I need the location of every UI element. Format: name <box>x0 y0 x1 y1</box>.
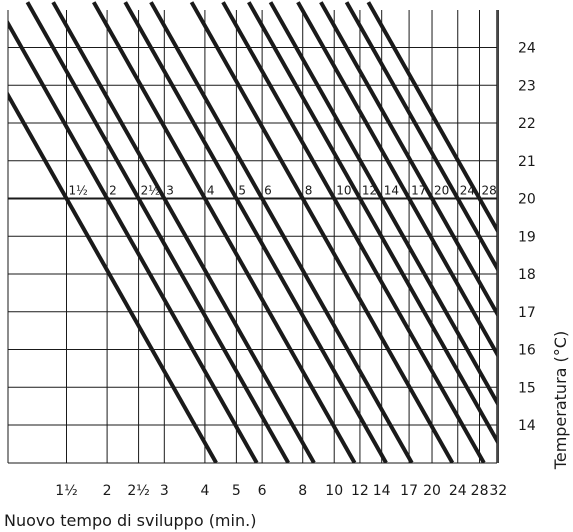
series-line <box>344 1 497 272</box>
x-tick-label: 10 <box>325 483 343 499</box>
series-line <box>319 1 497 318</box>
series-line <box>8 91 218 463</box>
series-line <box>123 1 388 463</box>
x-tick-label: 12 <box>351 483 369 499</box>
y-tick-labels: 14 15 16 17 18 19 20 21 22 23 24 <box>518 41 536 435</box>
series-label: 8 <box>305 184 313 198</box>
y-tick-label: 19 <box>518 229 536 245</box>
series-line <box>221 1 486 463</box>
series-label: 12 <box>362 184 377 198</box>
series-label: 28 <box>482 184 497 198</box>
series-label: 3 <box>166 184 174 198</box>
y-tick-label: 24 <box>518 41 536 57</box>
series-line <box>268 1 497 407</box>
series-label: 10 <box>336 184 351 198</box>
series-label: 2½ <box>141 184 160 198</box>
x-tick-labels: 1½ 2 2½ 3 4 5 6 8 10 12 14 17 20 24 28 32 <box>55 483 507 499</box>
series-label: 17 <box>411 184 426 198</box>
y-axis-title: Temperatura (°C) <box>551 331 570 470</box>
series-line <box>189 1 455 463</box>
series-label: 14 <box>384 184 399 198</box>
x-tick-label: 24 <box>449 483 467 499</box>
series-label: 4 <box>207 184 215 198</box>
x-tick-label: 5 <box>232 483 241 499</box>
x-tick-label: 32 <box>489 483 507 499</box>
series-labels: 1½ 2 2½ 3 4 5 6 8 10 12 14 17 20 24 28 <box>69 184 497 198</box>
series-label: 24 <box>460 184 475 198</box>
series-label: 20 <box>434 184 449 198</box>
series-line <box>51 1 316 463</box>
y-tick-label: 21 <box>518 154 536 170</box>
x-axis-title: Nuovo tempo di sviluppo (min.) <box>4 511 256 530</box>
x-tick-label: 28 <box>471 483 489 499</box>
y-tick-label: 20 <box>518 192 536 208</box>
x-tick-label: 14 <box>373 483 391 499</box>
x-tick-label: 6 <box>258 483 267 499</box>
series-line <box>8 19 259 463</box>
grid <box>7 10 499 464</box>
series-line <box>25 1 290 463</box>
y-tick-label: 22 <box>518 116 536 132</box>
y-tick-label: 15 <box>518 380 536 396</box>
x-tick-label: 3 <box>160 483 169 499</box>
series-lines <box>8 1 497 463</box>
series-line <box>247 1 497 445</box>
x-tick-label: 2 <box>103 483 112 499</box>
series-label: 5 <box>238 184 246 198</box>
x-tick-label: 2½ <box>127 483 149 499</box>
series-line <box>92 1 357 463</box>
series-label: 6 <box>264 184 272 198</box>
series-label: 2 <box>109 184 117 198</box>
y-tick-label: 18 <box>518 267 536 283</box>
x-tick-label: 8 <box>298 483 307 499</box>
y-tick-label: 17 <box>518 305 536 321</box>
series-line <box>296 1 497 358</box>
x-tick-label: 1½ <box>55 483 77 499</box>
series-line <box>149 1 414 463</box>
series-line <box>366 1 497 234</box>
series-label: 1½ <box>69 184 88 198</box>
x-tick-label: 20 <box>423 483 441 499</box>
y-tick-label: 14 <box>518 418 536 434</box>
y-tick-label: 23 <box>518 78 536 94</box>
x-tick-label: 4 <box>200 483 209 499</box>
y-tick-label: 16 <box>518 343 536 359</box>
x-tick-label: 17 <box>400 483 418 499</box>
